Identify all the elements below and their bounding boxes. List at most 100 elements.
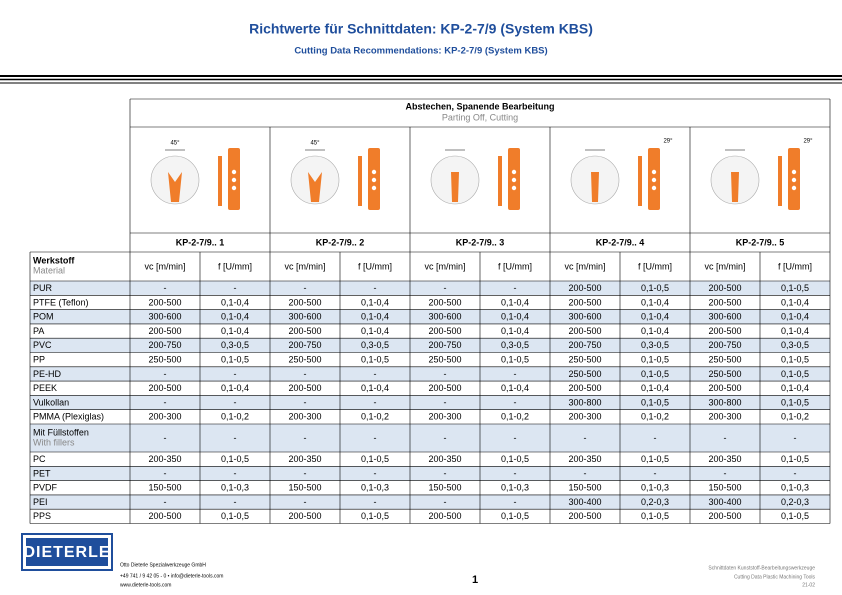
cell-value: 200-500 (568, 511, 601, 521)
cell-value: - (794, 433, 797, 443)
tool-name: KP-2-7/9.. 4 (596, 237, 645, 247)
cell-value: 200-500 (708, 383, 741, 393)
logo-text: DIETERLE (23, 544, 110, 561)
cell-value: 200-500 (148, 511, 181, 521)
cell-value: 0,1-0,4 (501, 383, 529, 393)
rule (0, 75, 842, 84)
row-bg (30, 309, 830, 324)
material-name: PP (33, 355, 45, 365)
cell-value: 250-500 (288, 355, 321, 365)
material-name: POM (33, 312, 54, 322)
cell-value: 200-500 (568, 326, 601, 336)
cell-value: - (304, 468, 307, 478)
cell-value: 0,1-0,5 (781, 283, 809, 293)
cell-value: 300-600 (708, 312, 741, 322)
cell-value: 200-750 (708, 340, 741, 350)
cell-value: 0,1-0,4 (501, 326, 529, 336)
cell-value: 200-750 (148, 340, 181, 350)
cell-value: 200-300 (568, 412, 601, 422)
vc-label: vc [m/min] (564, 261, 605, 271)
cell-value: 150-500 (708, 483, 741, 493)
cell-value: 200-500 (428, 326, 461, 336)
row-bg (30, 424, 830, 452)
material-name: PEI (33, 497, 48, 507)
cell-value: - (444, 283, 447, 293)
cell-value: 0,1-0,3 (361, 483, 389, 493)
tool-tip (731, 172, 739, 202)
tool-tip (451, 172, 459, 202)
workpiece (290, 155, 340, 205)
cell-value: 150-500 (288, 483, 321, 493)
cell-value: 0,1-0,2 (221, 412, 249, 422)
cell-value: 200-750 (428, 340, 461, 350)
cell-value: 200-500 (708, 297, 741, 307)
cell-value: 0,1-0,5 (501, 454, 529, 464)
cell-value: 0,1-0,2 (641, 412, 669, 422)
cell-value: - (514, 283, 517, 293)
cell-value: - (514, 369, 517, 379)
cell-value: 200-750 (568, 340, 601, 350)
f-label: f [U/mm] (358, 261, 392, 271)
cell-value: - (164, 283, 167, 293)
doc-code: 21-02 (802, 582, 815, 588)
row-bg (30, 494, 830, 510)
row-bg (30, 281, 830, 296)
blade-hole (511, 185, 517, 191)
blade-hole (511, 177, 517, 183)
blade-hole (651, 177, 657, 183)
cell-value: 200-500 (288, 297, 321, 307)
cell-value: 0,1-0,4 (361, 326, 389, 336)
cell-value: - (654, 468, 657, 478)
cell-value: - (164, 433, 167, 443)
cell-value: 200-750 (288, 340, 321, 350)
tool-angle: 29° (663, 139, 673, 145)
f-label: f [U/mm] (498, 261, 532, 271)
cell-value: - (304, 397, 307, 407)
cell-value: 0,1-0,4 (221, 326, 249, 336)
blade-side (638, 156, 642, 206)
material-name: PEEK (33, 383, 57, 393)
tool-name: KP-2-7/9.. 5 (736, 237, 785, 247)
cell-value: - (444, 369, 447, 379)
f-label: f [U/mm] (778, 261, 812, 271)
cell-value: 200-350 (428, 454, 461, 464)
cell-value: 0,1-0,5 (641, 397, 669, 407)
cell-value: 200-500 (568, 297, 601, 307)
cell-value: 0,1-0,5 (501, 511, 529, 521)
cell-value: - (304, 369, 307, 379)
material-name: PVC (33, 340, 52, 350)
cell-value: 0,1-0,4 (361, 297, 389, 307)
cell-value: 0,1-0,5 (641, 454, 669, 464)
cell-value: - (444, 397, 447, 407)
cell-value: 300-800 (568, 397, 601, 407)
cell-value: 250-500 (428, 355, 461, 365)
tool-tip (308, 172, 322, 202)
company: Otto Dieterle Spezialwerkzeuge GmbH (120, 562, 206, 568)
page-number: 1 (472, 574, 478, 586)
cell-value: 250-500 (568, 369, 601, 379)
blade-hole (791, 169, 797, 175)
row-bg (30, 338, 830, 353)
cell-value: - (724, 433, 727, 443)
tool-tip (591, 172, 599, 202)
cell-value: 0,1-0,2 (501, 412, 529, 422)
cell-value: - (444, 497, 447, 507)
blade-hole (371, 169, 377, 175)
cell-value: 0,1-0,5 (781, 369, 809, 379)
cell-value: 300-600 (568, 312, 601, 322)
cell-value: - (374, 433, 377, 443)
cell-value: - (724, 468, 727, 478)
cell-value: 300-400 (708, 497, 741, 507)
cell-value: 0,1-0,5 (781, 454, 809, 464)
cell-value: 200-350 (568, 454, 601, 464)
cell-value: 200-500 (428, 297, 461, 307)
material-name: PET (33, 468, 51, 478)
cell-value: 300-600 (288, 312, 321, 322)
cell-value: 0,1-0,5 (221, 355, 249, 365)
cell-value: 200-500 (148, 326, 181, 336)
cell-value: - (444, 433, 447, 443)
cell-value: 0,1-0,4 (781, 297, 809, 307)
cell-value: 150-500 (148, 483, 181, 493)
